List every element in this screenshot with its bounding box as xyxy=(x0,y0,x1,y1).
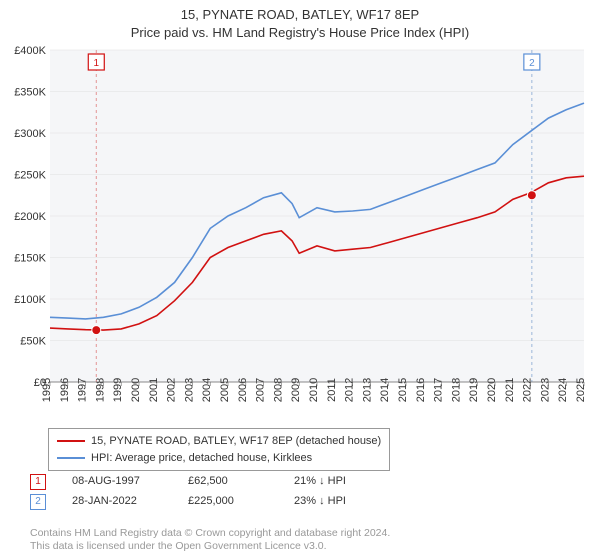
chart: £0£50K£100K£150K£200K£250K£300K£350K£400… xyxy=(8,44,592,424)
svg-text:1: 1 xyxy=(93,58,99,69)
svg-text:£400K: £400K xyxy=(14,45,46,57)
legend-label: 15, PYNATE ROAD, BATLEY, WF17 8EP (detac… xyxy=(91,433,381,450)
svg-text:2010: 2010 xyxy=(308,378,320,402)
svg-text:2018: 2018 xyxy=(450,378,462,402)
chart-svg: £0£50K£100K£150K£200K£250K£300K£350K£400… xyxy=(8,44,592,424)
transaction-date: 28-JAN-2022 xyxy=(72,492,162,512)
transactions-table: 1 08-AUG-1997 £62,500 21% ↓ HPI 2 28-JAN-2022… xyxy=(30,472,404,512)
legend-label: HPI: Average price, detached house, Kirk… xyxy=(91,450,312,467)
svg-text:1996: 1996 xyxy=(59,378,71,402)
svg-text:£50K: £50K xyxy=(20,336,46,348)
svg-text:£150K: £150K xyxy=(14,253,46,265)
svg-text:2023: 2023 xyxy=(539,378,551,402)
footer-line-1: Contains HM Land Registry data © Crown c… xyxy=(30,527,390,541)
svg-text:1999: 1999 xyxy=(112,378,124,402)
transaction-price: £225,000 xyxy=(188,492,268,512)
svg-text:2009: 2009 xyxy=(290,378,302,402)
transaction-price: £62,500 xyxy=(188,472,268,492)
svg-text:2005: 2005 xyxy=(219,378,231,402)
transaction-pct: 21% ↓ HPI xyxy=(294,472,404,492)
transaction-badge: 1 xyxy=(30,474,46,490)
transaction-badge: 2 xyxy=(30,494,46,510)
svg-text:2003: 2003 xyxy=(183,378,195,402)
legend-swatch xyxy=(57,440,85,442)
legend-swatch xyxy=(57,457,85,459)
svg-text:£300K: £300K xyxy=(14,128,46,140)
svg-text:2014: 2014 xyxy=(379,378,391,402)
transaction-date: 08-AUG-1997 xyxy=(72,472,162,492)
svg-text:2013: 2013 xyxy=(361,378,373,402)
svg-text:2000: 2000 xyxy=(130,378,142,402)
transaction-pct: 23% ↓ HPI xyxy=(294,492,404,512)
footer-line-2: This data is licensed under the Open Gov… xyxy=(30,540,390,554)
svg-text:£250K: £250K xyxy=(14,170,46,182)
svg-text:£100K: £100K xyxy=(14,294,46,306)
svg-text:2006: 2006 xyxy=(237,378,249,402)
svg-text:2001: 2001 xyxy=(148,378,160,402)
title-line-2: Price paid vs. HM Land Registry's House … xyxy=(0,24,600,42)
svg-text:2025: 2025 xyxy=(575,378,587,402)
svg-text:£350K: £350K xyxy=(14,87,46,99)
svg-text:2002: 2002 xyxy=(166,378,178,402)
transaction-row: 1 08-AUG-1997 £62,500 21% ↓ HPI xyxy=(30,472,404,492)
svg-text:£200K: £200K xyxy=(14,211,46,223)
svg-text:2021: 2021 xyxy=(504,378,516,402)
svg-text:2020: 2020 xyxy=(486,378,498,402)
svg-text:2017: 2017 xyxy=(433,378,445,402)
legend-row: 15, PYNATE ROAD, BATLEY, WF17 8EP (detac… xyxy=(57,433,381,450)
svg-text:2007: 2007 xyxy=(255,378,267,402)
svg-text:2004: 2004 xyxy=(201,378,213,402)
svg-text:1997: 1997 xyxy=(77,378,89,402)
legend-row: HPI: Average price, detached house, Kirk… xyxy=(57,450,381,467)
legend: 15, PYNATE ROAD, BATLEY, WF17 8EP (detac… xyxy=(48,428,390,471)
svg-text:2019: 2019 xyxy=(468,378,480,402)
transaction-row: 2 28-JAN-2022 £225,000 23% ↓ HPI xyxy=(30,492,404,512)
svg-text:2016: 2016 xyxy=(415,378,427,402)
title-line-1: 15, PYNATE ROAD, BATLEY, WF17 8EP xyxy=(0,6,600,24)
footer: Contains HM Land Registry data © Crown c… xyxy=(30,527,390,554)
svg-text:2015: 2015 xyxy=(397,378,409,402)
svg-text:2024: 2024 xyxy=(557,378,569,402)
title-block: 15, PYNATE ROAD, BATLEY, WF17 8EP Price … xyxy=(0,0,600,42)
svg-text:2012: 2012 xyxy=(344,378,356,402)
svg-text:2: 2 xyxy=(529,58,535,69)
svg-text:1995: 1995 xyxy=(41,378,53,402)
svg-text:2008: 2008 xyxy=(272,378,284,402)
